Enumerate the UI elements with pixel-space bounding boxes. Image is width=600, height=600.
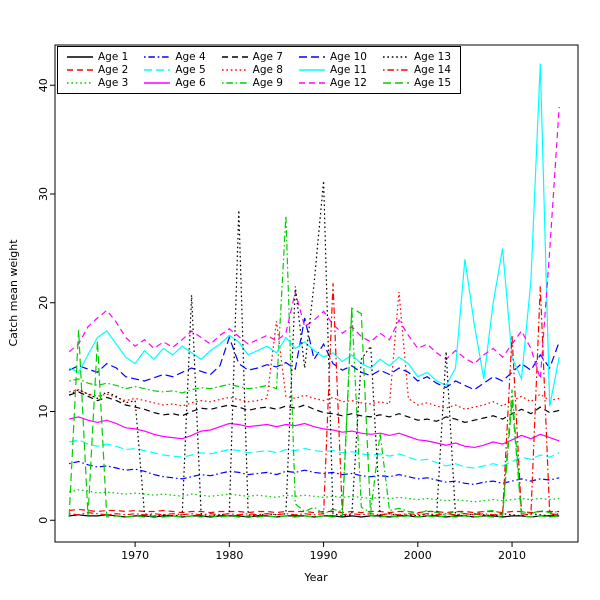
y-tick-label: 10 (37, 404, 50, 418)
legend-item: Age 13 (383, 51, 451, 63)
legend-item-label: Age 6 (175, 77, 206, 89)
legend-item-label: Age 7 (252, 51, 283, 63)
series-line-age-6 (68, 416, 560, 449)
legend-item-label: Age 10 (329, 51, 367, 63)
legend-line-sample (298, 69, 325, 71)
legend-item: Age 11 (298, 64, 367, 76)
legend-line-sample (67, 82, 93, 84)
legend-line-sample (221, 69, 248, 71)
series-line-age-13 (68, 180, 560, 517)
axis-ticks-layer: 1970 1980 1990 2000 2010 0 10 20 30 40 (37, 78, 526, 562)
legend-line-sample (221, 56, 248, 58)
series-line-age-4 (68, 460, 560, 486)
legend-item: Age 6 (144, 77, 206, 89)
legend-item-label: Age 2 (98, 64, 129, 76)
legend-item-label: Age 1 (98, 51, 129, 63)
x-tick-label: 1980 (215, 549, 243, 562)
legend: Age 1 Age 2 Age 3 Age 4 Age 5 Age 6 Age 7 Age 8… (57, 46, 462, 94)
series-line-age-9 (68, 215, 560, 516)
series-line-age-11 (68, 63, 560, 407)
legend-item-label: Age 13 (414, 51, 452, 63)
y-tick-label: 20 (37, 296, 50, 310)
legend-line-sample (67, 56, 93, 58)
legend-line-sample (383, 82, 409, 84)
legend-item-label: Age 15 (414, 77, 452, 89)
legend-line-sample (298, 56, 325, 58)
series-line-age-7 (68, 391, 560, 424)
legend-item-label: Age 8 (252, 64, 283, 76)
series-line-age-15 (68, 307, 560, 518)
legend-item: Age 1 (67, 51, 128, 63)
legend-line-sample (383, 69, 409, 71)
series-line-age-3 (68, 489, 560, 503)
legend-item: Age 8 (221, 64, 283, 76)
legend-line-sample (144, 69, 171, 71)
legend-line-sample (298, 82, 325, 84)
legend-line-sample (144, 56, 171, 58)
legend-item-label: Age 4 (175, 51, 206, 63)
legend-line-sample (383, 56, 409, 58)
legend-item-label: Age 12 (329, 77, 367, 89)
y-tick-label: 40 (37, 78, 50, 92)
x-tick-label: 2000 (404, 549, 432, 562)
legend-item: Age 5 (144, 64, 206, 76)
legend-item: Age 10 (298, 51, 367, 63)
legend-item-label: Age 14 (414, 64, 452, 76)
y-axis-title: Catch mean weight (7, 239, 20, 347)
legend-item: Age 3 (67, 77, 128, 89)
legend-line-sample (67, 69, 93, 71)
legend-item: Age 4 (144, 51, 206, 63)
y-tick-label: 0 (37, 517, 50, 524)
series-line-age-8 (68, 291, 560, 410)
legend-item: Age 14 (383, 64, 451, 76)
x-tick-label: 1970 (121, 549, 149, 562)
series-line-age-2 (69, 508, 560, 514)
x-tick-label: 1990 (310, 549, 338, 562)
legend-item: Age 9 (221, 77, 283, 89)
legend-item-label: Age 5 (175, 64, 206, 76)
plot-area-border (54, 44, 579, 543)
y-tick-label: 30 (37, 187, 50, 201)
x-tick-label: 2010 (498, 549, 526, 562)
legend-item: Age 7 (221, 51, 283, 63)
series-line-age-10 (68, 317, 560, 391)
legend-line-sample (144, 82, 171, 84)
legend-item-label: Age 3 (98, 77, 129, 89)
legend-item-label: Age 9 (252, 77, 283, 89)
legend-line-sample (221, 82, 248, 84)
series-line-age-5 (68, 439, 560, 469)
legend-item: Age 12 (298, 77, 367, 89)
series-layer (68, 63, 560, 518)
series-line-age-14 (69, 283, 560, 516)
series-line-age-12 (68, 106, 560, 380)
legend-item: Age 15 (383, 77, 451, 89)
legend-item-label: Age 11 (329, 64, 367, 76)
x-axis-title: Year (303, 571, 328, 584)
legend-item: Age 2 (67, 64, 128, 76)
